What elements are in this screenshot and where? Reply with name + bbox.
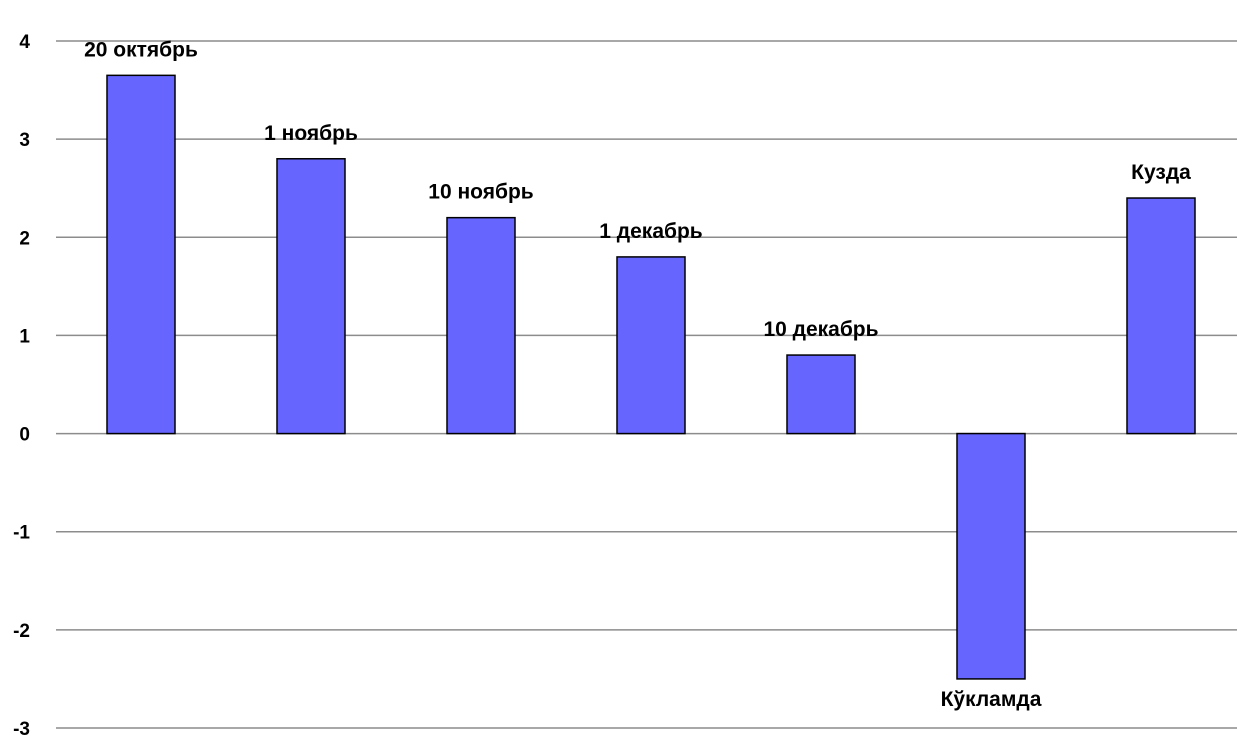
bar bbox=[786, 354, 856, 435]
bar bbox=[616, 256, 686, 435]
y-tick-label: 2 bbox=[19, 228, 30, 249]
y-tick-label: 1 bbox=[19, 326, 30, 347]
y-tick-label: -2 bbox=[13, 621, 30, 642]
y-tick-label: -1 bbox=[13, 523, 30, 544]
bar-data-label: Кузда bbox=[1131, 161, 1191, 184]
bar-data-label: 10 декабрь bbox=[763, 318, 878, 341]
bar bbox=[276, 158, 346, 435]
bar bbox=[956, 432, 1026, 680]
bar-data-label: Кўкламда bbox=[941, 688, 1042, 711]
bar-data-labels: 20 октябрь 1 ноябрь 10 ноябрь 1 декабрь 10 д… bbox=[84, 38, 1191, 711]
y-tick-label: 3 bbox=[19, 130, 30, 151]
bar bbox=[446, 216, 516, 435]
bar-data-label: 1 декабрь bbox=[599, 220, 703, 243]
y-tick-label: 4 bbox=[19, 32, 30, 53]
bar-data-label: 10 ноябрь bbox=[428, 181, 533, 204]
bars bbox=[106, 74, 1196, 680]
y-tick-label: 0 bbox=[19, 425, 30, 446]
bar bbox=[1126, 197, 1196, 435]
bar bbox=[106, 74, 176, 435]
bar-data-label: 20 октябрь bbox=[84, 38, 198, 61]
bar-data-label: 1 ноябрь bbox=[264, 122, 358, 145]
y-tick-label: -3 bbox=[13, 719, 30, 736]
y-axis-tick-labels: 4 3 2 1 0 -1 -2 -3 bbox=[13, 32, 30, 736]
